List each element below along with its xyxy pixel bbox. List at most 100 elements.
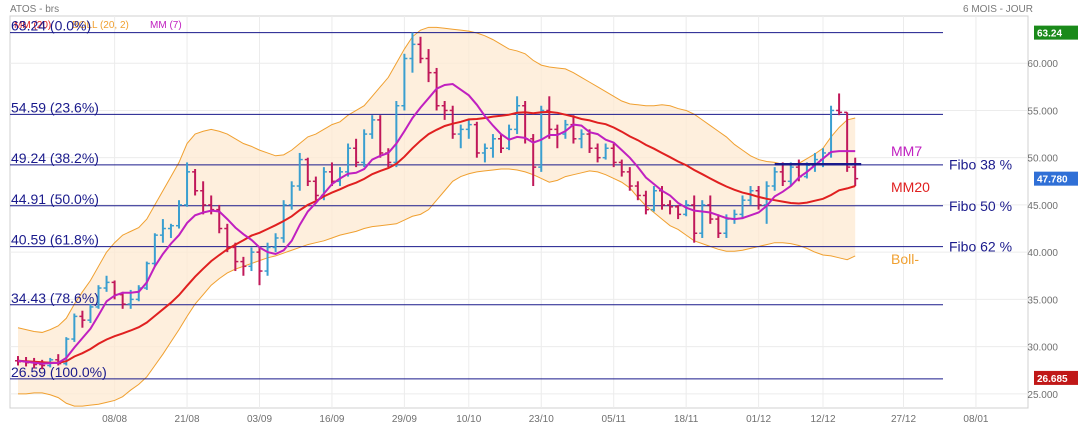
x-tick-label: 18/11 bbox=[674, 414, 699, 425]
ohlc-bar bbox=[79, 310, 86, 328]
x-tick-label: 27/12 bbox=[891, 414, 916, 425]
fibonacci-label: 40.59 (61.8%) bbox=[11, 232, 99, 248]
ohlc-bar bbox=[184, 162, 191, 207]
ohlc-bar bbox=[369, 115, 376, 139]
ohlc-bar bbox=[506, 124, 513, 151]
fibonacci-label: 34.43 (78.6%) bbox=[11, 290, 99, 306]
ohlc-bar bbox=[844, 111, 851, 172]
ohlc-bar bbox=[514, 96, 521, 135]
ohlc-bar bbox=[167, 223, 174, 238]
ohlc-bar bbox=[739, 195, 746, 220]
ohlc-bar bbox=[618, 159, 625, 177]
x-tick-label: 08/08 bbox=[102, 414, 127, 425]
x-tick-label: 08/01 bbox=[963, 414, 988, 425]
ohlc-bar bbox=[240, 256, 247, 276]
legend-boll: BOLL (20, 2) bbox=[72, 20, 129, 31]
ohlc-bar bbox=[248, 247, 255, 272]
annotations: MM7 Fibo 38 % MM20 Fibo 50 % Fibo 62 % Boll- bbox=[774, 143, 1012, 267]
ohlc-bar bbox=[602, 143, 609, 160]
ohlc-bar bbox=[699, 200, 706, 238]
fibonacci-label: 54.59 (23.6%) bbox=[11, 99, 99, 115]
ohlc-bar bbox=[441, 101, 448, 120]
ohlc-bar bbox=[771, 167, 778, 191]
moving-averages bbox=[17, 82, 856, 365]
price-badge-label: 47.780 bbox=[1037, 175, 1068, 186]
ohlc-bar bbox=[401, 53, 408, 111]
ohlc-bar bbox=[143, 261, 150, 290]
ohlc-bar bbox=[473, 121, 480, 158]
ohlc-bar bbox=[272, 233, 279, 253]
ohlc-bar bbox=[691, 195, 698, 243]
ohlc-bar bbox=[578, 129, 585, 149]
ohlc-bar bbox=[192, 169, 199, 196]
x-tick-label: 03/09 bbox=[247, 414, 272, 425]
ohlc-bar bbox=[715, 214, 722, 238]
ohlc-bar bbox=[642, 190, 649, 215]
ohlc-bar bbox=[151, 233, 158, 267]
ohlc-bar bbox=[345, 143, 352, 177]
bollinger-fill bbox=[18, 27, 856, 407]
x-tick-label: 10/10 bbox=[456, 414, 481, 425]
x-tick-label: 21/08 bbox=[175, 414, 200, 425]
bollinger-band bbox=[17, 26, 856, 407]
ohlc-bar bbox=[288, 181, 295, 210]
ohlc-bar bbox=[353, 138, 360, 168]
bollinger-lower-line bbox=[18, 168, 856, 407]
x-tick-label: 05/11 bbox=[602, 414, 627, 425]
ohlc-bar bbox=[232, 242, 239, 272]
ohlc-bar bbox=[159, 219, 166, 243]
bollinger-upper-line bbox=[17, 26, 856, 333]
ohlc-bar bbox=[103, 275, 110, 292]
x-tick-label: 23/10 bbox=[529, 414, 554, 425]
ohlc-bar bbox=[425, 49, 432, 83]
ohlc-bar bbox=[586, 129, 593, 153]
fibonacci-label: 44.91 (50.0%) bbox=[11, 191, 99, 207]
y-tick-label: 60.000 bbox=[1027, 59, 1058, 70]
price-badge-label: 26.685 bbox=[1037, 374, 1068, 385]
y-tick-label: 25.000 bbox=[1027, 390, 1058, 401]
y-tick-label: 50.000 bbox=[1027, 154, 1058, 165]
ohlc-bar bbox=[626, 167, 633, 191]
y-tick-label: 35.000 bbox=[1027, 295, 1058, 306]
ohlc-bar bbox=[409, 32, 416, 73]
x-tick-label: 29/09 bbox=[392, 414, 417, 425]
ohlc-bar bbox=[200, 181, 207, 215]
ohlc-bar bbox=[393, 101, 400, 168]
ohlc-bar bbox=[71, 313, 78, 342]
ohlc-bar bbox=[296, 152, 303, 191]
annotation-label: Fibo 50 % bbox=[949, 198, 1012, 214]
ohlc-bar bbox=[95, 285, 102, 309]
fibonacci-levels: 63.24 (0.0%) 54.59 (23.6%) 49.24 (38.2%) 44… bbox=[10, 18, 943, 380]
annotation-label: Fibo 38 % bbox=[949, 156, 1012, 172]
price-badge bbox=[1034, 171, 1078, 186]
ohlc-bar bbox=[216, 204, 223, 234]
ohlc-bar bbox=[763, 181, 770, 224]
y-tick-label: 55.000 bbox=[1027, 106, 1058, 117]
annotation-label: Boll- bbox=[891, 251, 919, 267]
fibonacci-label: 49.24 (38.2%) bbox=[11, 150, 99, 166]
ohlc-bar bbox=[264, 242, 271, 276]
legend-mm7: MM (7) bbox=[150, 20, 182, 31]
ohlc-bar bbox=[498, 134, 504, 153]
y-axis: 25.000 30.000 35.000 40.000 45.000 50.000 55.0… bbox=[1027, 59, 1058, 401]
ohlc-bar bbox=[836, 93, 843, 116]
x-tick-label: 16/09 bbox=[319, 414, 344, 425]
y-tick-label: 40.000 bbox=[1027, 248, 1058, 259]
annotation-label: Fibo 62 % bbox=[949, 238, 1012, 254]
mm20-line bbox=[17, 110, 856, 364]
price-badge bbox=[1034, 25, 1078, 40]
annotation-label: MM7 bbox=[891, 143, 922, 159]
chart-title: ATOS - brs bbox=[10, 4, 59, 15]
price-badges: 63.24 47.780 26.685 bbox=[1034, 25, 1078, 385]
ohlc-bar bbox=[650, 186, 657, 212]
ohlc-bar bbox=[256, 247, 263, 286]
ohlc-bar bbox=[176, 200, 182, 229]
ohlc-bar bbox=[457, 124, 464, 149]
ohlc-bar bbox=[562, 119, 569, 139]
ohlc-bar bbox=[852, 157, 859, 187]
ohlc-bars bbox=[15, 32, 859, 370]
chart-period: 6 MOIS - JOUR bbox=[963, 4, 1033, 15]
price-badge bbox=[1034, 370, 1078, 385]
ohlc-bar bbox=[610, 143, 617, 168]
